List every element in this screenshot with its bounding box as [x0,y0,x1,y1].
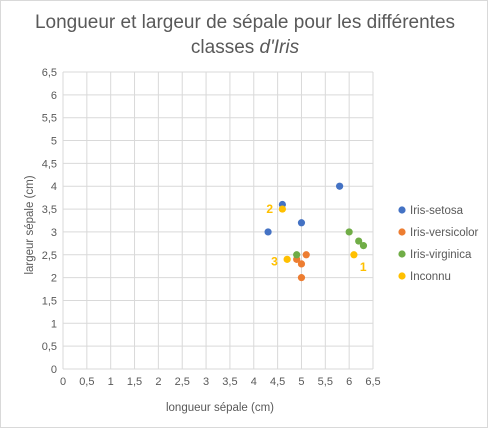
y-tick-label: 6,5 [42,67,57,79]
y-tick-label: 5,5 [42,113,57,125]
x-tick-label: 1 [108,376,114,388]
x-tick-label: 3 [203,376,209,388]
x-tick-label: 1,5 [127,376,142,388]
y-tick-label: 1 [51,318,57,330]
point-annotation-label: 2 [266,202,273,216]
y-tick-label: 4,5 [42,158,57,170]
y-tick-label: 0 [51,364,57,376]
point-annotation-label: 3 [271,254,278,268]
y-tick-label: 2 [51,273,57,285]
point-annotation-label: 1 [360,260,367,274]
legend-marker [398,228,406,236]
x-tick-label: 2 [155,376,161,388]
x-tick-label: 6,5 [365,376,380,388]
x-tick-label: 3,5 [222,376,237,388]
legend: Iris-setosa Iris-versicolor Iris-virginica… [398,205,479,283]
legend-label: Iris-setosa [410,205,464,217]
data-point [297,260,306,268]
chart-title: Longueur et largeur de sépale pour les d… [0,10,490,60]
x-tick-label: 5 [298,376,304,388]
x-axis-title: longueur sépale (cm) [166,402,274,414]
data-point [350,251,358,259]
y-tick-label: 2,5 [42,250,57,262]
legend-label: Inconnu [410,271,451,283]
x-tick-label: 0,5 [79,376,94,388]
y-tick-label: 4 [51,181,57,193]
x-tick-label: 4,5 [270,376,285,388]
gridlines [62,71,374,370]
legend-label: Iris-versicolor [410,227,479,239]
y-tick-label: 1,5 [42,295,57,307]
y-tick-label: 3 [51,227,57,239]
data-point [345,228,353,236]
chart-title-line-1: Longueur et largeur de sépale pour les d… [34,12,456,33]
chart-title-prefix: classes [190,37,260,58]
x-tick-label: 0 [60,376,66,388]
y-tick-label: 6 [51,90,57,102]
legend-marker [398,250,406,258]
data-point [355,237,363,245]
data-point [302,251,310,259]
x-tick-label: 4 [251,376,257,388]
point-annotations: 1 2 3 [266,202,367,274]
x-tick-labels: 0 0,5 1 1,5 2 2,5 3 3,5 4 4,5 5 5,5 6 6,5 [60,376,381,388]
chart-title-italic: d'Iris [259,37,300,58]
y-tick-label: 3,5 [42,204,57,216]
x-tick-label: 6 [346,376,352,388]
data-point [264,228,272,236]
x-tick-label: 2,5 [175,376,190,388]
legend-marker [398,272,406,280]
chart-title-line-2: classes d'Iris [0,35,490,60]
data-points [264,182,368,282]
y-tick-label: 5 [51,136,57,148]
legend-marker [398,206,406,214]
data-point [283,255,291,263]
data-point [297,274,306,282]
data-point [293,251,301,259]
data-point [297,219,306,227]
y-axis-title: largeur sépale (cm) [24,175,36,274]
data-point [359,242,368,250]
y-tick-labels: 0 0,5 1 1,5 2 2,5 3 3,5 4 4,5 5 5,5 6 6,5 [42,67,57,376]
x-tick-label: 5,5 [318,376,333,388]
data-point [336,182,344,190]
y-tick-label: 0,5 [42,341,57,353]
legend-label: Iris-virginica [410,249,472,261]
data-point [278,205,286,213]
